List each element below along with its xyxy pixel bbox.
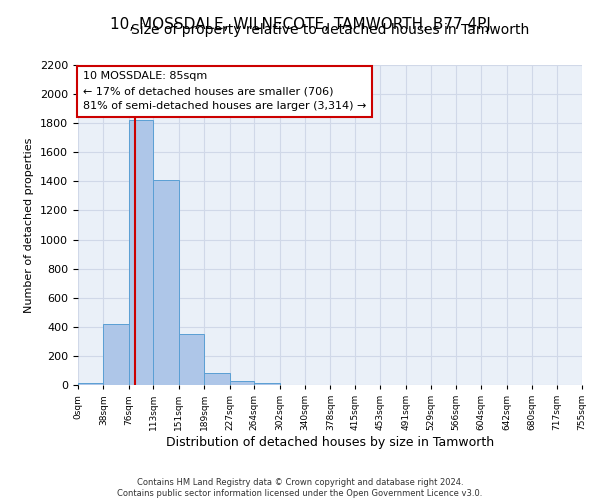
Text: Contains HM Land Registry data © Crown copyright and database right 2024.
Contai: Contains HM Land Registry data © Crown c… [118,478,482,498]
Text: 10, MOSSDALE, WILNECOTE, TAMWORTH, B77 4PJ: 10, MOSSDALE, WILNECOTE, TAMWORTH, B77 4… [110,18,490,32]
Bar [103,324,129,385]
Title: Size of property relative to detached houses in Tamworth: Size of property relative to detached ho… [131,24,529,38]
Bar [129,120,154,385]
Bar [230,380,254,385]
Bar [254,383,280,385]
X-axis label: Distribution of detached houses by size in Tamworth: Distribution of detached houses by size … [166,436,494,449]
Text: 10 MOSSDALE: 85sqm
← 17% of detached houses are smaller (706)
81% of semi-detach: 10 MOSSDALE: 85sqm ← 17% of detached hou… [83,72,367,111]
Bar [78,383,103,385]
Bar [204,374,230,385]
Y-axis label: Number of detached properties: Number of detached properties [25,138,34,312]
Bar [154,180,179,385]
Bar [179,334,204,385]
